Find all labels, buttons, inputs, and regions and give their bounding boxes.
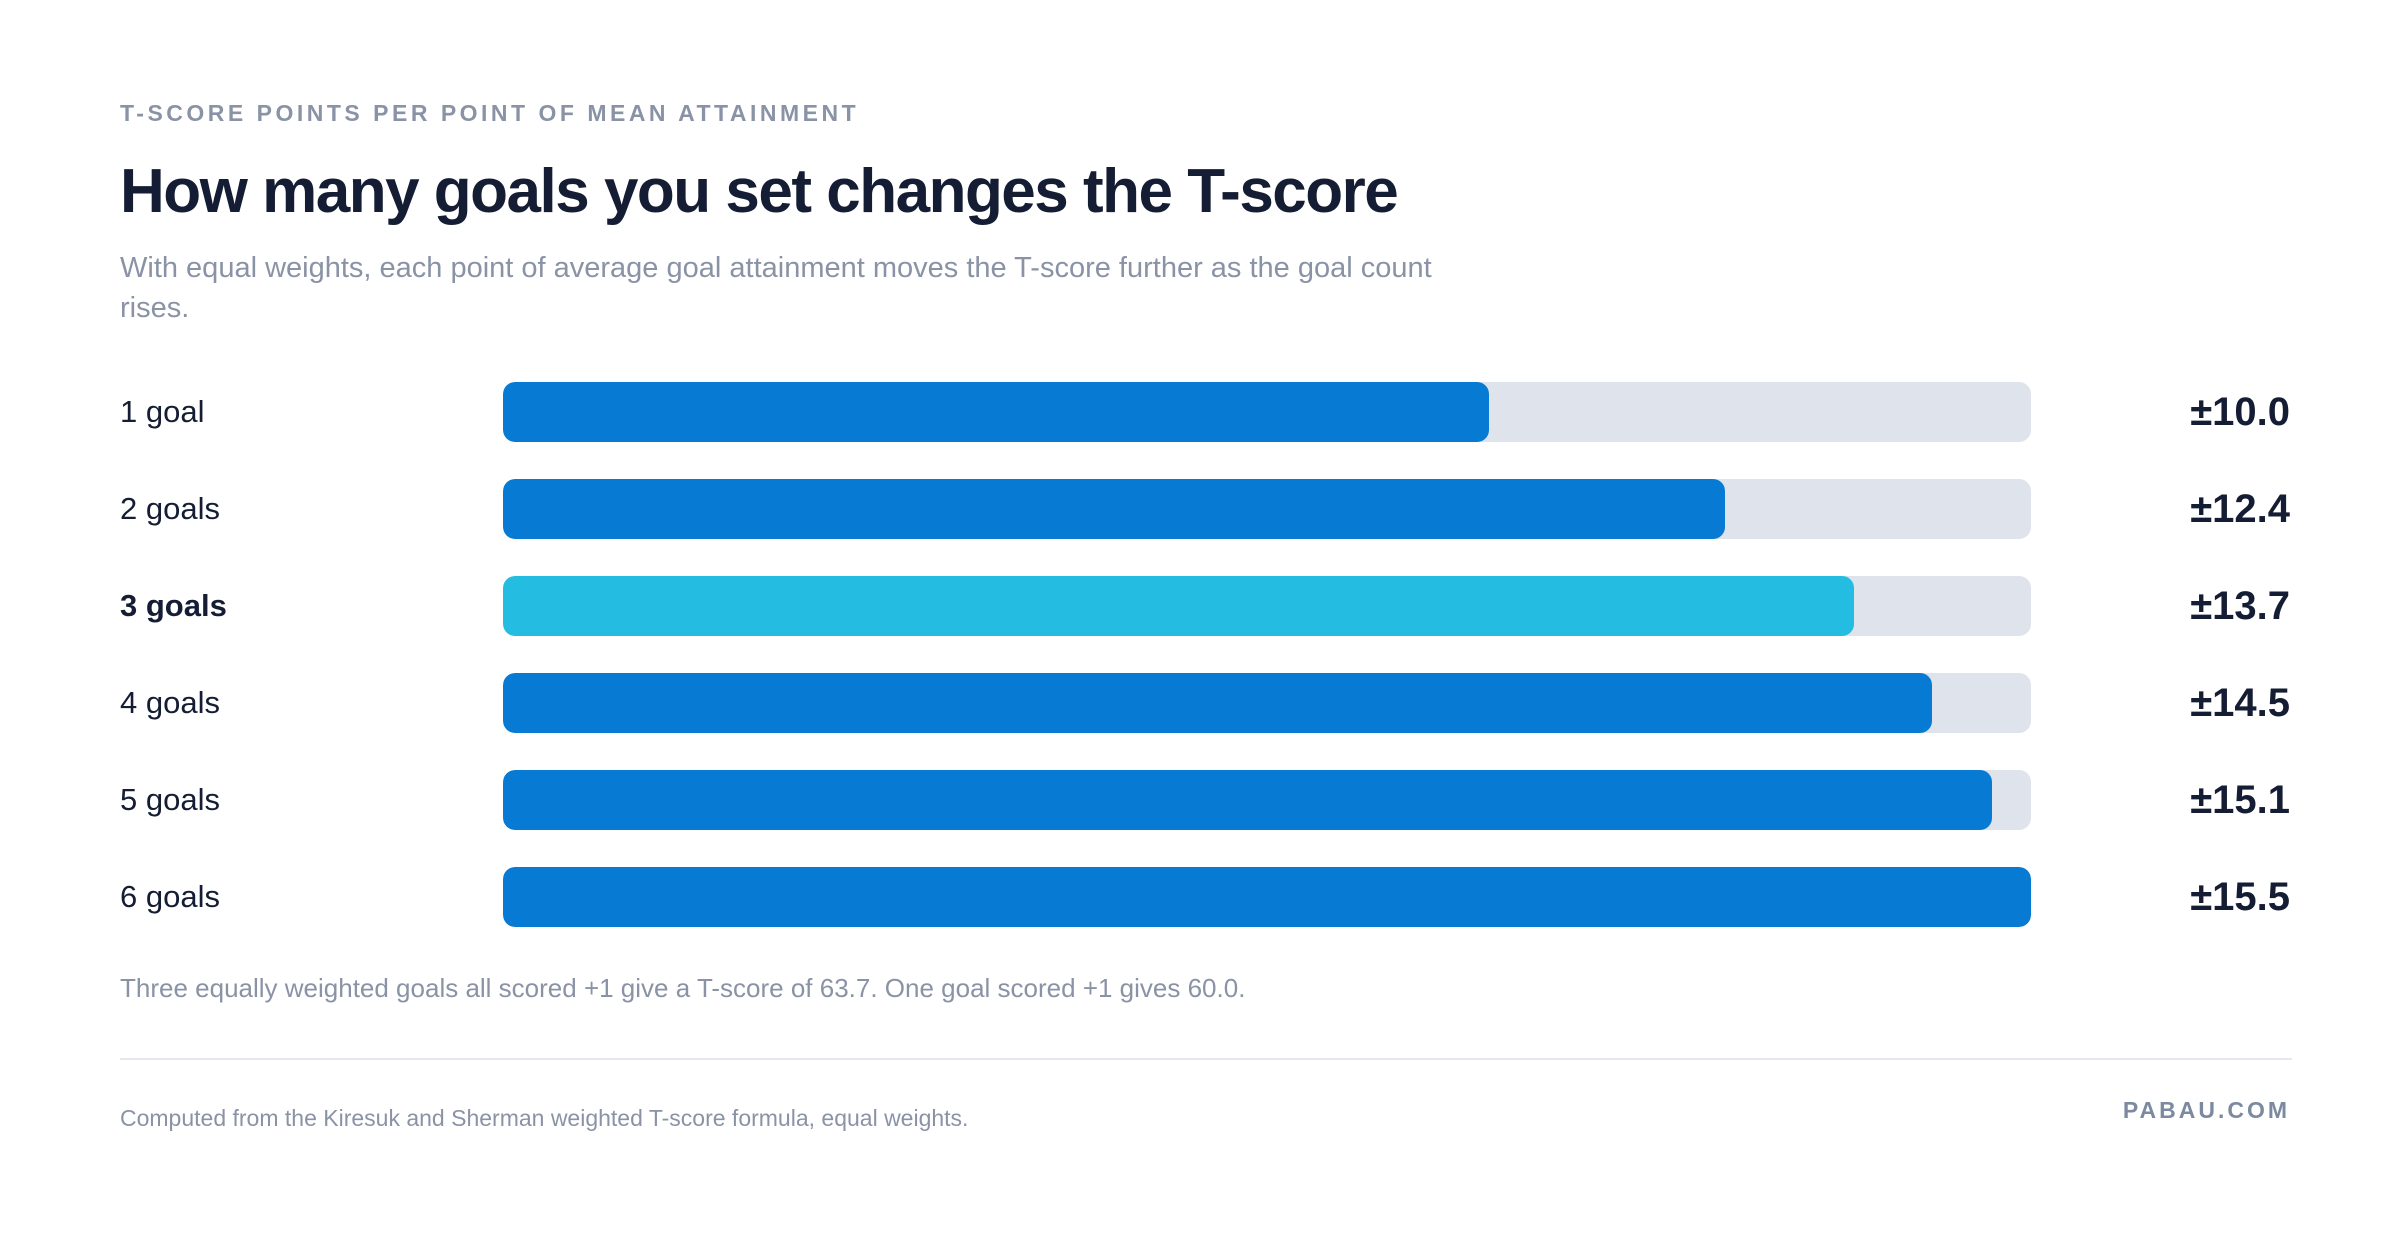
bar: [503, 576, 1854, 636]
chart-note: Three equally weighted goals all scored …: [120, 973, 1246, 1003]
chart-title: How many goals you set changes the T-sco…: [120, 157, 1399, 226]
chart-eyebrow: T-SCORE POINTS PER POINT OF MEAN ATTAINM…: [120, 100, 860, 126]
value-label: ±15.1: [2190, 778, 2290, 822]
chart-subtitle: With equal weights, each point of averag…: [120, 252, 1432, 324]
bar-row: 4 goals ±14.5: [120, 673, 2290, 733]
bar-row: 1 goal ±10.0: [120, 382, 2290, 442]
bar-track: [503, 576, 2031, 636]
value-label: ±13.7: [2190, 584, 2290, 628]
bar-row: 5 goals ±15.1: [120, 770, 2290, 830]
value-label: ±14.5: [2190, 681, 2290, 725]
bar-track: [503, 770, 2031, 830]
value-label: ±15.5: [2190, 875, 2290, 919]
category-label: 1 goal: [120, 394, 205, 429]
bar: [503, 867, 2031, 927]
bar-track: [503, 382, 2031, 442]
bar-track: [503, 867, 2031, 927]
bar: [503, 479, 1726, 539]
bar: [503, 673, 1933, 733]
bar: [503, 770, 1992, 830]
category-label: 6 goals: [120, 879, 220, 914]
footer-divider: [120, 1058, 2292, 1060]
value-label: ±12.4: [2190, 487, 2290, 531]
category-label: 2 goals: [120, 491, 220, 526]
bar-track: [503, 673, 2031, 733]
value-label: ±10.0: [2190, 390, 2290, 434]
bar-row: 3 goals ±13.7: [120, 576, 2290, 636]
category-label: 5 goals: [120, 782, 220, 817]
brand-label: PABAU.COM: [2122, 1097, 2290, 1123]
source-note: Computed from the Kiresuk and Sherman we…: [120, 1105, 969, 1131]
bar-row: 2 goals ±12.4: [120, 479, 2290, 539]
category-label: 3 goals: [120, 588, 227, 623]
bar-track: [503, 479, 2031, 539]
bar-row: 6 goals ±15.5: [120, 867, 2290, 927]
bar-chart: 1 goal ±10.0 2 goals ±12.4 3 goals ±13.7 4 goa…: [120, 382, 2290, 964]
bar: [503, 382, 1489, 442]
category-label: 4 goals: [120, 685, 220, 720]
